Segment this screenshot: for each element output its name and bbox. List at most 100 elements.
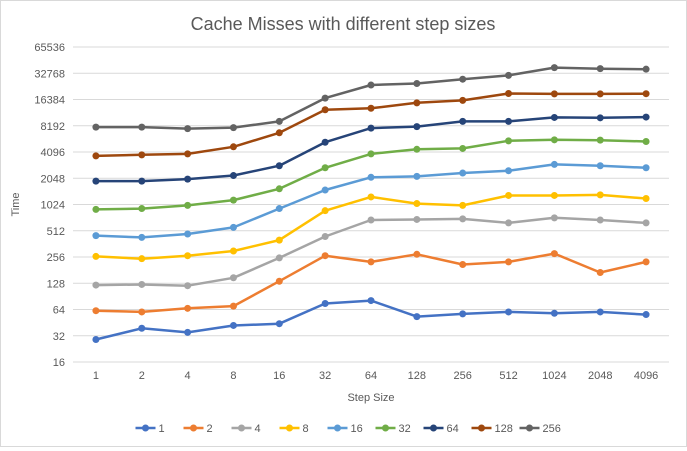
legend-swatch-marker (238, 424, 245, 432)
data-point (321, 299, 329, 307)
series-1 (92, 297, 650, 343)
data-point (459, 261, 467, 269)
data-point (184, 175, 192, 183)
data-point (459, 201, 467, 209)
data-point (550, 64, 558, 72)
data-point (92, 307, 100, 315)
series-32 (92, 136, 650, 213)
x-axis-ticks: 1 2 4 8 16 32 64 128 256 512 1024 2048 4096 (93, 370, 658, 382)
data-point (596, 65, 604, 73)
data-point (505, 258, 513, 266)
data-point (550, 160, 558, 168)
legend-label: 32 (399, 423, 411, 435)
data-point (321, 186, 329, 194)
data-point (596, 308, 604, 316)
legend-swatch-marker (334, 424, 341, 432)
data-point (413, 123, 421, 131)
y-axis-title: Time (10, 192, 22, 216)
data-point (138, 123, 146, 131)
y-tick-label: 128 (47, 278, 65, 290)
data-point (321, 164, 329, 172)
data-point (367, 124, 375, 132)
data-point (229, 223, 237, 231)
data-point (275, 320, 283, 328)
data-point (275, 162, 283, 170)
data-point (550, 309, 558, 317)
data-point (550, 90, 558, 98)
data-point (367, 104, 375, 112)
legend-swatch-marker (142, 424, 149, 432)
data-point (321, 252, 329, 260)
data-point (596, 136, 604, 144)
legend-item-128: 128 (471, 423, 513, 435)
data-point (229, 143, 237, 151)
series-line (95, 299, 647, 341)
y-tick-label: 512 (47, 226, 65, 238)
series-4 (92, 214, 650, 290)
data-point (550, 214, 558, 222)
data-point (505, 167, 513, 175)
series-128 (92, 89, 650, 160)
data-point (138, 177, 146, 185)
series-line (95, 216, 647, 287)
legend-label: 64 (447, 423, 459, 435)
legend-item-256: 256 (519, 423, 561, 435)
data-point (184, 282, 192, 290)
data-point (184, 150, 192, 158)
data-point (459, 96, 467, 104)
legend: 1 2 4 8 16 32 64 128 256 (135, 423, 561, 435)
data-point (321, 207, 329, 215)
legend-label: 1 (159, 423, 165, 435)
data-point (275, 129, 283, 137)
data-point (505, 89, 513, 97)
legend-label: 16 (351, 423, 363, 435)
data-point (275, 236, 283, 244)
data-point (138, 308, 146, 316)
data-point (459, 215, 467, 223)
data-point (596, 90, 604, 98)
y-tick-label: 1024 (41, 200, 65, 212)
y-tick-label: 4096 (41, 147, 65, 159)
y-tick-label: 64 (53, 305, 65, 317)
x-tick-label: 1 (93, 370, 99, 382)
data-point (413, 250, 421, 258)
x-tick-label: 2048 (588, 370, 612, 382)
data-point (642, 138, 650, 146)
data-point (367, 173, 375, 181)
data-point (321, 232, 329, 240)
data-point (413, 99, 421, 107)
legend-label: 4 (255, 423, 261, 435)
legend-item-32: 32 (375, 423, 411, 435)
legend-item-64: 64 (423, 423, 459, 435)
data-point (413, 200, 421, 208)
data-point (367, 150, 375, 158)
y-tick-label: 16384 (34, 95, 65, 107)
data-point (184, 304, 192, 312)
data-point (229, 321, 237, 329)
data-point (550, 113, 558, 121)
series-line (95, 66, 647, 130)
data-point (184, 252, 192, 260)
data-point (184, 125, 192, 133)
data-point (92, 205, 100, 213)
data-point (92, 152, 100, 160)
data-point (229, 247, 237, 255)
data-point (92, 232, 100, 240)
data-point (367, 216, 375, 224)
data-point (367, 193, 375, 201)
legend-item-16: 16 (327, 423, 363, 435)
data-point (367, 297, 375, 305)
data-point (138, 255, 146, 263)
data-point (92, 335, 100, 343)
data-point (413, 79, 421, 87)
data-point (367, 258, 375, 266)
data-point (642, 65, 650, 73)
data-point (642, 219, 650, 227)
data-point (642, 164, 650, 172)
data-point (505, 71, 513, 79)
legend-label: 256 (543, 423, 561, 435)
gridlines (73, 46, 669, 337)
legend-swatch-marker (430, 424, 437, 432)
data-point (229, 274, 237, 282)
data-point (550, 250, 558, 258)
